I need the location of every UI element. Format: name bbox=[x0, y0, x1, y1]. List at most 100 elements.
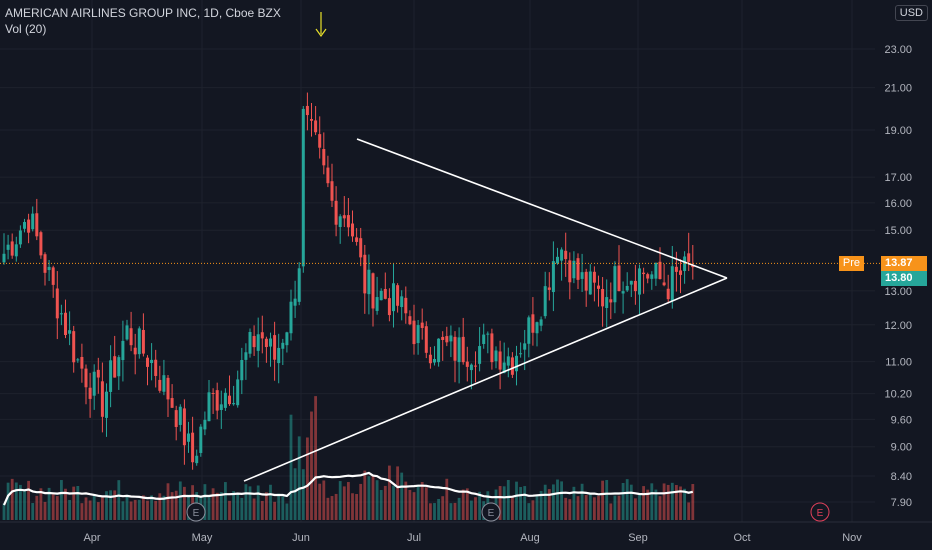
volume-bar bbox=[675, 485, 678, 520]
candle-body bbox=[486, 333, 490, 335]
volume-bar bbox=[461, 489, 465, 520]
candle-body bbox=[244, 352, 248, 360]
candle-body bbox=[560, 249, 564, 261]
candle-body bbox=[523, 343, 527, 350]
volume-bar bbox=[215, 492, 219, 520]
candle-body bbox=[428, 354, 432, 364]
candle-body bbox=[588, 271, 592, 295]
volume-bar bbox=[420, 481, 424, 520]
volume-bar bbox=[285, 503, 289, 520]
candle-body bbox=[568, 260, 572, 283]
candle-body bbox=[625, 285, 629, 291]
candle-body bbox=[260, 332, 264, 339]
candle-body bbox=[621, 291, 625, 294]
candle-body bbox=[674, 266, 678, 272]
volume-bar bbox=[96, 502, 100, 520]
y-tick-label: 11.00 bbox=[885, 357, 912, 369]
volume-bar bbox=[593, 497, 596, 520]
volume-bar bbox=[105, 491, 108, 520]
pre-market-price-label: 13.87 bbox=[881, 256, 927, 271]
volume-bar bbox=[146, 500, 149, 520]
candle-body bbox=[638, 268, 641, 295]
volume-bar bbox=[379, 490, 383, 520]
volume-bar bbox=[625, 479, 629, 520]
volume-bar bbox=[609, 503, 613, 520]
candle-body bbox=[379, 290, 383, 301]
candle-body bbox=[556, 256, 559, 264]
volume-bar bbox=[355, 494, 358, 520]
volume-bar bbox=[470, 500, 473, 520]
candle-body bbox=[2, 253, 6, 263]
last-price-label: 13.80 bbox=[881, 271, 927, 286]
candle-body bbox=[465, 361, 469, 367]
volume-bar bbox=[154, 500, 158, 520]
volume-bar bbox=[19, 484, 22, 520]
currency-button[interactable]: USD bbox=[894, 5, 928, 21]
volume-bar bbox=[6, 482, 10, 520]
candle-body bbox=[457, 337, 461, 363]
volume-bar bbox=[166, 483, 170, 520]
candle-body bbox=[195, 455, 199, 464]
candle-body bbox=[547, 287, 551, 290]
candle-body bbox=[478, 346, 482, 364]
candle-body bbox=[531, 314, 535, 333]
candle-body bbox=[88, 387, 92, 399]
volume-bar bbox=[642, 486, 645, 520]
candle-body bbox=[601, 288, 605, 307]
candle-body bbox=[39, 232, 43, 256]
candle-body bbox=[248, 331, 252, 354]
volume-bar bbox=[449, 503, 453, 520]
candle-body bbox=[633, 280, 637, 292]
volume-bar bbox=[191, 485, 194, 520]
volume-bar bbox=[441, 496, 445, 520]
volume-bar bbox=[117, 480, 121, 520]
volume-bar bbox=[416, 485, 420, 520]
volume-bar bbox=[662, 483, 666, 520]
volume-bar bbox=[142, 495, 145, 520]
earnings-marker-icon bbox=[810, 502, 830, 522]
volume-bar bbox=[84, 497, 88, 520]
candle-body bbox=[437, 338, 441, 363]
candle-body bbox=[150, 359, 154, 364]
candle-body bbox=[342, 215, 346, 219]
x-tick-label: Oct bbox=[733, 532, 750, 544]
volume-bar bbox=[31, 503, 35, 520]
volume-bar bbox=[429, 503, 432, 520]
volume-bar bbox=[244, 484, 248, 520]
candle-body bbox=[646, 274, 650, 279]
candle-body bbox=[27, 219, 31, 233]
volume-bar bbox=[453, 502, 457, 520]
candle-body bbox=[154, 359, 158, 376]
candle-body bbox=[211, 393, 215, 395]
candle-body bbox=[441, 336, 445, 340]
volume-bar bbox=[535, 495, 539, 520]
volume-bar bbox=[613, 495, 617, 520]
volume-bar bbox=[277, 493, 281, 520]
candle-body bbox=[252, 336, 256, 348]
candle-body bbox=[318, 134, 322, 148]
volume-bar bbox=[129, 501, 133, 520]
candle-body bbox=[396, 285, 400, 306]
volume-bar bbox=[646, 489, 650, 520]
volume-bar bbox=[621, 482, 625, 520]
volume-bar bbox=[588, 493, 592, 520]
candle-body bbox=[187, 433, 190, 442]
candle-body bbox=[162, 375, 166, 392]
candle-body bbox=[166, 377, 170, 400]
candle-body bbox=[158, 379, 162, 391]
volume-bar bbox=[301, 469, 305, 520]
volume-bar bbox=[465, 488, 469, 520]
volume-bar bbox=[568, 499, 572, 520]
candle-body bbox=[408, 316, 412, 325]
volume-bar bbox=[474, 497, 477, 520]
down-arrow-icon bbox=[315, 28, 327, 38]
volume-bar bbox=[35, 495, 39, 520]
y-tick-label: 16.00 bbox=[884, 198, 912, 210]
candle-body bbox=[597, 285, 600, 289]
volume-bar bbox=[634, 498, 637, 520]
volume-bar bbox=[506, 480, 510, 520]
volume-bar bbox=[310, 411, 313, 520]
volume-bar bbox=[334, 493, 338, 520]
y-tick-label: 17.00 bbox=[884, 172, 912, 184]
